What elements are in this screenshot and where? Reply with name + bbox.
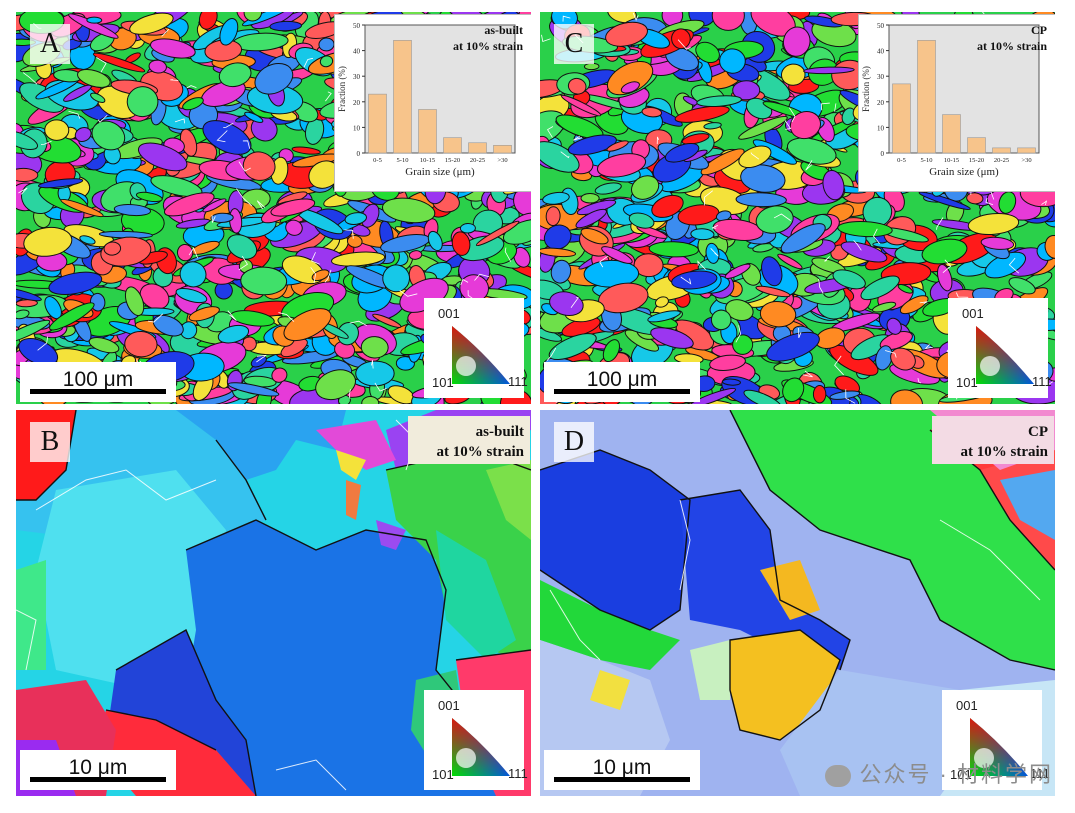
ipf-label-101: 101 (432, 767, 454, 782)
plot-area (364, 24, 516, 154)
panel-b: B as-built at 10% strain 001 101 10 μm (16, 410, 531, 796)
bar (443, 137, 462, 154)
inset-title-a-1: as-built (484, 23, 523, 37)
scale-line-a (30, 389, 166, 394)
strain-text-d-1: CP (1028, 424, 1048, 440)
panel-label-a: A (30, 24, 70, 64)
panel-label-b: B (30, 422, 70, 462)
ipf-triangle (970, 718, 1028, 776)
histogram-chart-c: 0 10 20 30 40 50 0-5 5-10 10-15 15-20 20-25 >30 Grai… (861, 22, 1040, 178)
scale-bar-a: 100 μm (20, 362, 176, 402)
y-tick-label: 40 (353, 48, 361, 56)
ipf-triangle (452, 718, 510, 776)
watermark: 公众号 · 材料学网 (825, 757, 1053, 789)
ipf-triangle (976, 326, 1034, 384)
ipf-label-001: 001 (962, 306, 984, 321)
ipf-label-101: 101 (956, 375, 978, 390)
x-tick-label: 15-20 (969, 157, 984, 164)
bar (967, 137, 986, 154)
scale-text-b: 10 μm (68, 756, 128, 779)
inset-title-c-2: at 10% strain (977, 39, 1047, 53)
y-tick-label: 50 (353, 22, 361, 30)
y-tick-label: 10 (353, 124, 361, 132)
bar (892, 83, 911, 154)
strain-box-d: CP at 10% strain (932, 416, 1054, 464)
bar (368, 93, 387, 154)
scale-line-c (554, 389, 690, 394)
panel-d: D CP at 10% strain 001 101 10 μm (540, 410, 1055, 796)
x-tick-label: 10-15 (420, 157, 435, 164)
scale-text-a: 100 μm (62, 368, 134, 391)
y-tick-label: 40 (877, 48, 885, 56)
ipf-label-001: 001 (438, 306, 460, 321)
x-tick-label: 20-25 (994, 157, 1009, 164)
bar (1017, 147, 1036, 154)
ipf-label-001: 001 (956, 698, 978, 713)
x-tick-label: 10-15 (944, 157, 959, 164)
scale-bar-c: 100 μm (544, 362, 700, 402)
histogram-chart-a: 0 10 20 30 40 50 0-5 5-10 10-15 15-20 20-25 >30 Grai… (337, 22, 516, 178)
bar (468, 142, 487, 154)
x-tick-label: 0-5 (897, 157, 906, 164)
ipf-label-101: 101 (432, 375, 454, 390)
histogram-inset-a: 0 10 20 30 40 50 0-5 5-10 10-15 15-20 20-25 >30 Grai… (334, 14, 531, 192)
x-tick-label: 20-25 (470, 157, 485, 164)
scale-bar-b: 10 μm (20, 750, 176, 790)
y-axis-label: Fraction (%) (861, 66, 871, 112)
y-tick-label: 0 (881, 150, 885, 158)
y-tick-label: 30 (877, 73, 885, 81)
panel-a: A 0 10 20 30 40 50 0-5 5-10 10-15 15-20 20-25 >30 Gr… (16, 12, 531, 404)
y-tick-label: 20 (877, 99, 885, 107)
plot-area (888, 24, 1040, 154)
inset-title-c-1: CP (1031, 23, 1047, 37)
strain-text-b-1: as-built (475, 424, 524, 440)
scale-text-c: 100 μm (586, 368, 658, 391)
x-tick-label: 5-10 (397, 157, 409, 164)
scale-text-d: 10 μm (592, 756, 652, 779)
y-axis-label: Fraction (%) (337, 66, 347, 112)
ipf-label-001: 001 (438, 698, 460, 713)
bar (418, 109, 437, 154)
strain-text-d-2: at 10% strain (960, 444, 1049, 460)
watermark-text: 公众号 · 材料学网 (859, 762, 1053, 787)
panel-label-d: D (554, 422, 594, 462)
scale-line-b (30, 777, 166, 782)
y-tick-label: 0 (357, 150, 361, 158)
bar (992, 147, 1011, 154)
bar (942, 114, 961, 154)
x-axis-label: Grain size (μm) (405, 166, 475, 178)
ipf-label-111-b: 111 (508, 766, 528, 781)
ipf-label-111-a: 111 (508, 374, 528, 389)
ipf-triangle (452, 326, 510, 384)
y-tick-label: 20 (353, 99, 361, 107)
scale-bar-d: 10 μm (544, 750, 700, 790)
panel-c: C 0 10 20 30 40 50 0-5 5-10 10-15 15-20 20-25 >30 Gr… (540, 12, 1055, 404)
panel-label-c: C (554, 24, 594, 64)
ipf-label-111-c: 111 (1032, 374, 1052, 389)
x-tick-label: 15-20 (445, 157, 460, 164)
y-tick-label: 10 (877, 124, 885, 132)
inset-title-a-2: at 10% strain (453, 39, 523, 53)
y-tick-label: 50 (877, 22, 885, 30)
ipf-key-b: 001 101 (424, 690, 524, 790)
wechat-icon (825, 765, 852, 788)
bar (917, 40, 936, 154)
x-tick-label: 0-5 (373, 157, 382, 164)
ipf-key-d: 001 101 (942, 690, 1042, 790)
x-tick-label: >30 (497, 157, 507, 164)
scale-line-d (554, 777, 690, 782)
x-tick-label: 5-10 (921, 157, 933, 164)
strain-box-b: as-built at 10% strain (408, 416, 530, 464)
histogram-inset-c: 0 10 20 30 40 50 0-5 5-10 10-15 15-20 20-25 >30 Grai… (858, 14, 1055, 192)
ipf-label-111-d: 111 (1030, 766, 1050, 781)
strain-text-b-2: at 10% strain (436, 444, 525, 460)
ipf-label-101: 101 (950, 767, 972, 782)
ipf-key-a: 001 101 (424, 298, 524, 398)
bar (393, 40, 412, 154)
x-tick-label: >30 (1021, 157, 1031, 164)
ipf-key-c: 001 101 (948, 298, 1048, 398)
x-axis-label: Grain size (μm) (929, 166, 999, 178)
bar (493, 145, 512, 154)
y-tick-label: 30 (353, 73, 361, 81)
